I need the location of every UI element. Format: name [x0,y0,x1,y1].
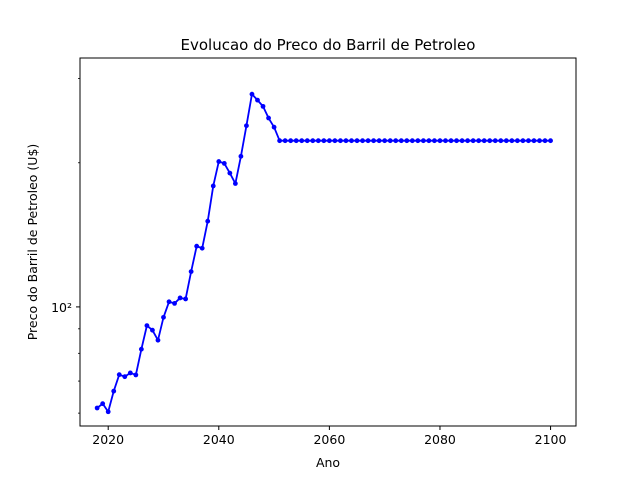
data-point [244,123,249,129]
data-point [183,296,189,302]
data-point [343,138,349,144]
data-point [127,370,133,376]
x-axis-label: Ano [316,455,340,470]
data-point [177,295,183,301]
data-point [382,138,388,144]
data-point [315,138,321,144]
data-point [144,323,150,329]
data-point [520,138,526,144]
data-point [161,314,166,320]
x-axis: 2020 2040 2060 2080 2100 [92,426,567,447]
data-point [531,138,537,144]
data-point [465,138,471,144]
data-point [526,138,531,144]
data-point [365,138,371,144]
data-point [404,138,410,144]
data-point [238,153,244,159]
y-tick-label: 10² [51,300,72,315]
chart-title: Evolucao do Preco do Barril de Petroleo [181,36,476,54]
data-point [138,346,144,352]
y-axis: 10² [51,78,80,414]
data-point [188,269,194,275]
data-point [432,138,437,144]
data-point [476,138,482,144]
data-point [310,138,316,144]
x-tick-label: 2020 [92,432,124,447]
data-point [354,138,360,144]
data-point [288,138,294,144]
data-point [105,409,111,415]
x-tick-label: 2040 [203,432,235,447]
data-point [398,138,404,144]
data-point [537,138,542,144]
data-point [249,91,255,97]
data-point [498,138,504,144]
data-point [100,401,106,407]
data-point [481,138,487,144]
x-tick-label: 2100 [535,432,567,447]
data-point [548,138,553,144]
data-point [459,138,465,144]
data-point [326,138,332,144]
data-point [338,138,343,144]
data-point [199,245,205,251]
data-point [116,372,122,378]
plot-area [94,91,553,415]
data-point [542,138,548,144]
data-point [221,160,227,166]
data-point [321,138,327,144]
data-point [122,374,128,380]
data-point [194,243,200,249]
data-point [227,170,233,176]
data-point [437,138,443,144]
data-point [492,138,498,144]
data-point [487,138,493,144]
data-point [133,372,139,378]
data-point [266,115,271,121]
data-point [360,138,365,144]
data-point [260,103,266,109]
data-point [448,138,454,144]
data-point [304,138,310,144]
data-point [371,138,377,144]
data-point [166,299,172,305]
data-point [299,138,305,144]
data-point [409,138,415,144]
data-point [387,138,393,144]
data-point [210,183,216,189]
data-point [277,138,283,144]
data-point [349,138,354,144]
y-axis-label: Preco do Barril de Petroleo (U$) [25,144,40,341]
data-point [255,97,260,103]
data-point [376,138,382,144]
data-point [420,138,426,144]
data-point [155,337,161,343]
data-point [470,138,476,144]
x-tick-label: 2060 [313,432,345,447]
data-point [94,405,100,411]
axes-frame [79,57,577,427]
data-point [426,138,432,144]
data-point [232,181,238,186]
data-point [393,138,399,144]
data-point [216,159,222,164]
data-point [503,138,509,144]
data-point [514,138,520,144]
data-point [150,327,155,333]
data-point [205,218,211,224]
x-tick-label: 2080 [424,432,456,447]
data-point [271,124,277,130]
data-point [293,138,299,144]
data-point [454,138,459,144]
data-point [415,138,421,144]
data-point [443,138,448,144]
data-point [509,138,515,144]
data-point [172,301,177,306]
data-point [111,388,117,394]
data-point [332,138,338,144]
data-point [282,138,288,144]
